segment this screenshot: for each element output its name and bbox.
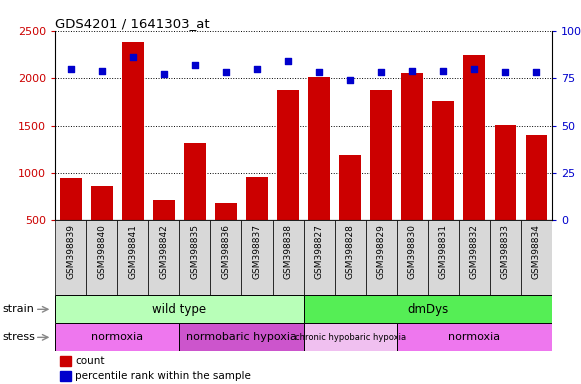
Point	[439, 68, 448, 74]
Text: GSM398827: GSM398827	[314, 224, 324, 279]
Bar	[184, 142, 206, 220]
Point	[469, 66, 479, 72]
Point	[314, 70, 324, 76]
Text: strain: strain	[3, 304, 35, 314]
Text: GSM398828: GSM398828	[346, 224, 354, 279]
Bar	[303, 295, 552, 323]
Bar	[148, 220, 180, 295]
Text: GSM398830: GSM398830	[408, 224, 417, 279]
Text: GSM398839: GSM398839	[66, 224, 75, 279]
Bar	[215, 204, 237, 220]
Bar	[339, 155, 361, 220]
Bar	[521, 220, 552, 295]
Text: GSM398837: GSM398837	[253, 224, 261, 279]
Bar	[210, 220, 242, 295]
Point	[346, 77, 355, 83]
Bar	[246, 177, 268, 220]
Point	[190, 62, 199, 68]
Point	[376, 70, 386, 76]
Text: normoxia: normoxia	[449, 332, 500, 343]
Bar	[180, 220, 210, 295]
Bar	[309, 77, 330, 220]
Text: wild type: wild type	[152, 303, 206, 316]
Bar	[494, 125, 517, 220]
Bar	[153, 200, 175, 220]
Point	[221, 70, 231, 76]
Bar	[55, 220, 86, 295]
Bar	[91, 186, 113, 220]
Bar	[428, 220, 459, 295]
Point	[501, 70, 510, 76]
Text: GSM398836: GSM398836	[221, 224, 231, 279]
Bar	[55, 295, 303, 323]
Bar	[397, 323, 552, 351]
Text: GSM398840: GSM398840	[97, 224, 106, 279]
Text: GSM398829: GSM398829	[376, 224, 386, 279]
Text: GSM398835: GSM398835	[191, 224, 199, 279]
Point	[532, 70, 541, 76]
Bar	[60, 371, 71, 381]
Bar	[490, 220, 521, 295]
Point	[66, 66, 76, 72]
Point	[408, 68, 417, 74]
Point	[284, 58, 293, 64]
Text: GSM398831: GSM398831	[439, 224, 448, 279]
Bar	[459, 220, 490, 295]
Bar	[303, 323, 397, 351]
Text: normoxia: normoxia	[91, 332, 144, 343]
Text: GSM398838: GSM398838	[284, 224, 293, 279]
Bar	[55, 323, 180, 351]
Text: chronic hypobaric hypoxia: chronic hypobaric hypoxia	[295, 333, 406, 342]
Point	[252, 66, 261, 72]
Text: GSM398842: GSM398842	[159, 224, 168, 279]
Bar	[303, 220, 335, 295]
Bar	[464, 55, 485, 220]
Bar	[60, 178, 81, 220]
Text: normobaric hypoxia: normobaric hypoxia	[186, 332, 297, 343]
Point	[159, 71, 168, 78]
Bar	[365, 220, 397, 295]
Bar	[397, 220, 428, 295]
Bar	[432, 101, 454, 220]
Point	[128, 54, 138, 60]
Text: GSM398833: GSM398833	[501, 224, 510, 279]
Bar	[335, 220, 365, 295]
Bar	[526, 135, 547, 220]
Text: percentile rank within the sample: percentile rank within the sample	[75, 371, 251, 381]
Bar	[370, 89, 392, 220]
Text: GSM398841: GSM398841	[128, 224, 137, 279]
Bar	[117, 220, 148, 295]
Bar	[401, 73, 423, 220]
Text: GDS4201 / 1641303_at: GDS4201 / 1641303_at	[55, 17, 210, 30]
Bar	[60, 356, 71, 366]
Text: count: count	[75, 356, 105, 366]
Bar	[272, 220, 303, 295]
Bar	[277, 89, 299, 220]
Point	[97, 68, 106, 74]
Bar	[86, 220, 117, 295]
Bar	[242, 220, 272, 295]
Bar	[180, 323, 303, 351]
Text: dmDys: dmDys	[407, 303, 449, 316]
Text: GSM398834: GSM398834	[532, 224, 541, 279]
Text: stress: stress	[3, 332, 36, 343]
Bar	[122, 42, 144, 220]
Text: GSM398832: GSM398832	[470, 224, 479, 279]
